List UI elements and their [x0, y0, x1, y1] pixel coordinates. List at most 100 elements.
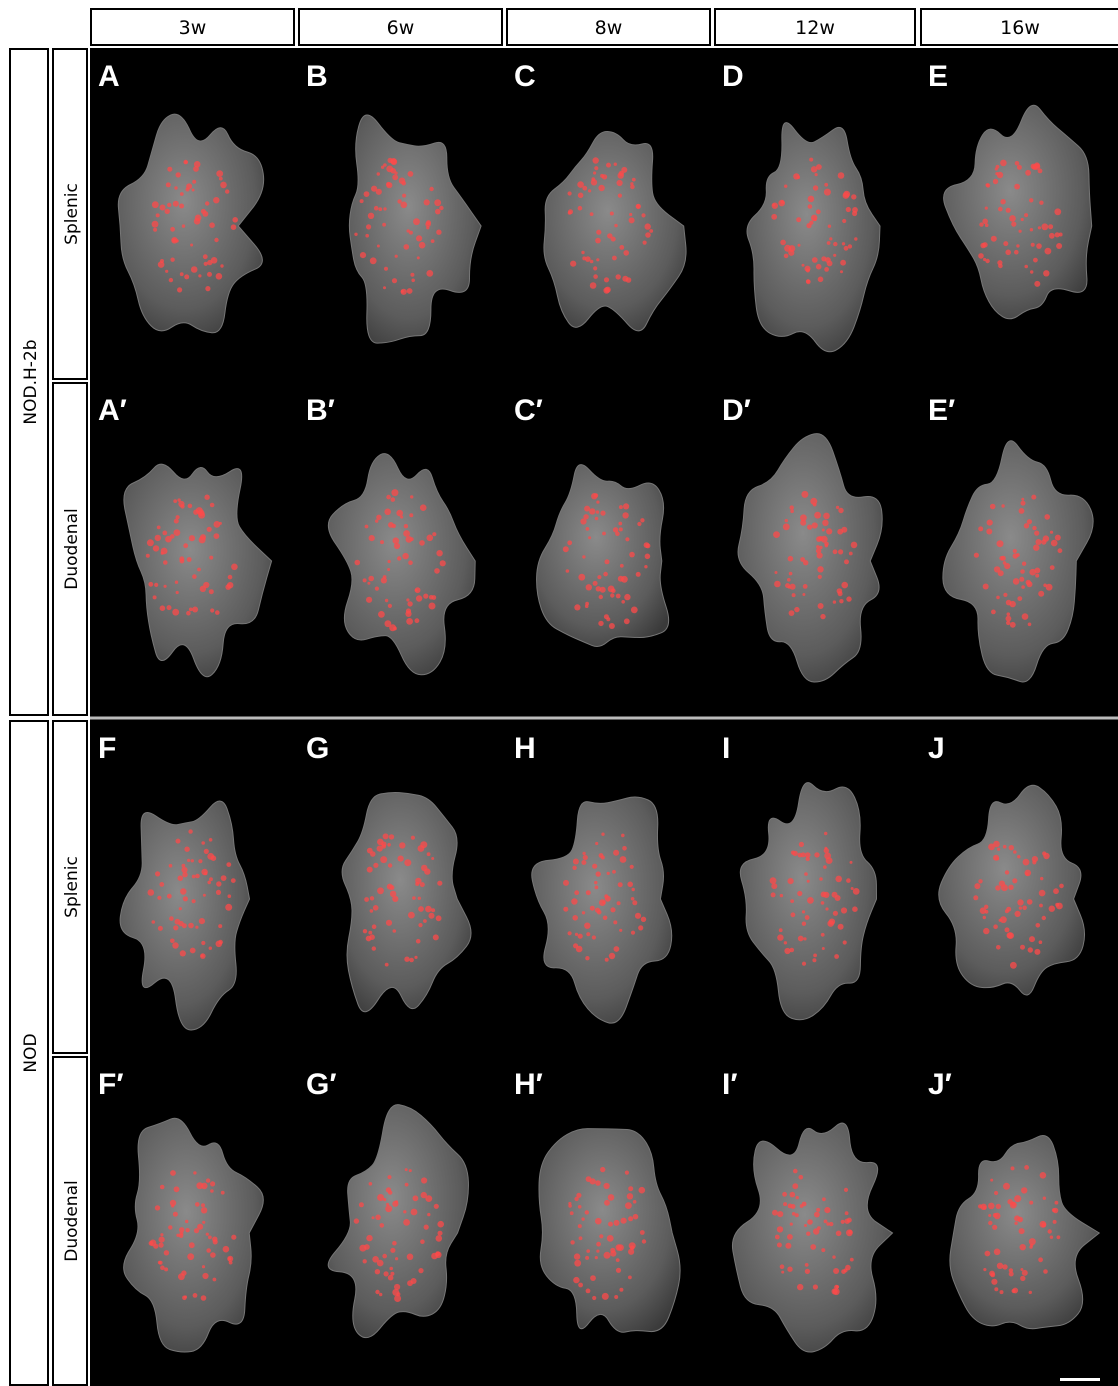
- cell-signal: [984, 1250, 991, 1257]
- cell-signal: [820, 613, 826, 620]
- cell-signal: [581, 1217, 585, 1221]
- cell-signal: [436, 229, 442, 235]
- cell-signal: [1005, 249, 1011, 256]
- cell-signal: [601, 174, 608, 180]
- cell-signal: [181, 866, 188, 874]
- cell-signal: [377, 887, 384, 895]
- cell-signal: [572, 915, 578, 921]
- cell-signal: [179, 192, 184, 196]
- cell-signal: [208, 838, 213, 842]
- cell-signal: [610, 593, 615, 598]
- cell-signal: [840, 1219, 845, 1224]
- cell-signal: [1032, 860, 1037, 865]
- cell-signal: [821, 256, 827, 262]
- cell-signal: [366, 1234, 373, 1242]
- cell-signal: [595, 841, 599, 846]
- cell-signal: [835, 875, 842, 883]
- cell-signal: [376, 172, 380, 176]
- cell-signal: [1025, 579, 1032, 586]
- cell-signal: [621, 833, 625, 838]
- cell-signal: [414, 955, 418, 960]
- cell-signal: [434, 199, 442, 207]
- cell-signal: [184, 846, 190, 852]
- cell-signal: [843, 245, 849, 251]
- cell-signal: [369, 909, 374, 913]
- cell-signal: [215, 889, 222, 896]
- cell-signal: [823, 512, 830, 520]
- cell-signal: [390, 1247, 396, 1253]
- cell-signal: [380, 540, 384, 545]
- panel-letter: H: [514, 732, 536, 765]
- cell-signal: [384, 962, 389, 967]
- cell-signal: [175, 515, 180, 520]
- cell-signal: [187, 503, 193, 509]
- cell-signal: [1047, 1229, 1052, 1234]
- cell-signal: [996, 1262, 1004, 1270]
- cell-signal: [354, 559, 361, 566]
- cell-signal: [592, 580, 598, 586]
- cell-signal: [630, 182, 634, 186]
- cell-signal: [780, 239, 786, 246]
- cell-signal: [978, 253, 984, 259]
- cell-signal: [179, 558, 185, 564]
- cell-signal: [369, 257, 377, 265]
- cell-signal: [1030, 242, 1035, 247]
- cell-signal: [404, 1182, 409, 1187]
- cell-signal: [411, 278, 416, 283]
- cell-signal: [844, 1211, 849, 1216]
- cell-signal: [821, 528, 825, 532]
- cell-signal: [417, 845, 425, 852]
- cell-signal: [231, 563, 238, 571]
- cell-signal: [595, 871, 601, 877]
- cell-signal: [1024, 213, 1029, 218]
- cell-signal: [979, 222, 984, 227]
- cell-signal: [997, 570, 1004, 577]
- cell-signal: [198, 918, 205, 925]
- cell-signal: [1025, 169, 1031, 176]
- cell-signal: [615, 274, 621, 280]
- cell-signal: [151, 920, 156, 924]
- cell-signal: [577, 1205, 582, 1209]
- cell-signal: [787, 1234, 793, 1240]
- cell-signal: [596, 258, 600, 262]
- cell-signal: [817, 276, 824, 283]
- cell-signal: [1014, 910, 1021, 918]
- cell-signal: [383, 1198, 387, 1202]
- cell-signal: [852, 906, 858, 912]
- cell-signal: [418, 241, 426, 249]
- cell-signal: [155, 871, 161, 877]
- cell-signal: [806, 1231, 811, 1236]
- cell-signal: [374, 586, 379, 591]
- cell-signal: [1029, 1200, 1034, 1205]
- cell-signal: [787, 1266, 793, 1272]
- cell-signal: [797, 1283, 804, 1291]
- cell-signal: [816, 552, 823, 559]
- cell-signal: [845, 206, 851, 213]
- cell-signal: [167, 166, 173, 172]
- cell-signal: [1056, 902, 1063, 910]
- cell-signal: [1021, 613, 1029, 620]
- cell-signal: [851, 194, 857, 200]
- cell-signal: [146, 539, 154, 547]
- cell-signal: [160, 1265, 165, 1270]
- row-label: Duodenal: [62, 508, 82, 589]
- cell-signal: [774, 571, 778, 574]
- cell-signal: [807, 1219, 813, 1225]
- cell-signal: [1054, 534, 1061, 541]
- cell-signal: [814, 852, 820, 858]
- cell-signal: [158, 1260, 163, 1265]
- cell-signal: [597, 575, 602, 580]
- cell-signal: [403, 524, 409, 529]
- cell-signal: [801, 490, 809, 498]
- cell-signal: [403, 244, 410, 250]
- cell-signal: [621, 575, 628, 583]
- group-label-box: [9, 48, 49, 716]
- cell-signal: [842, 940, 847, 945]
- cell-signal: [387, 1274, 394, 1281]
- cell-signal: [615, 593, 621, 599]
- cell-signal: [642, 240, 647, 245]
- tissue-image: [938, 784, 1086, 996]
- panel-letter: F: [98, 732, 116, 765]
- cell-signal: [838, 507, 844, 514]
- cell-signal: [850, 541, 858, 549]
